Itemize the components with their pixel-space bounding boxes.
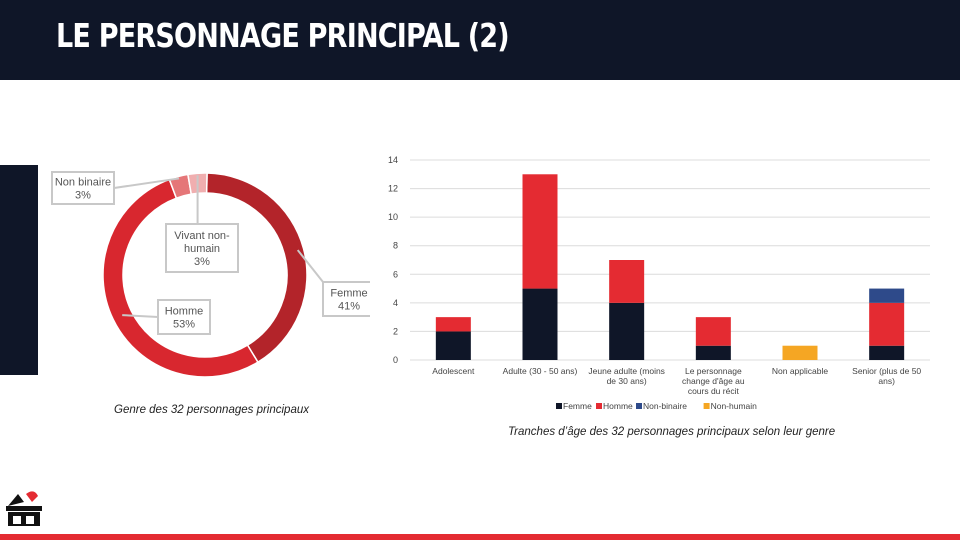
donut-label-homme: Homme 53% [122,299,211,335]
donut-label-non-binaire: Non binaire 3% [51,171,180,205]
y-tick-label: 8 [393,241,398,251]
donut-label-femme: Femme 41% [296,249,370,317]
legend-swatch [636,403,642,409]
bar-femme-5 [869,345,905,360]
bar-caption: Tranches d’âge des 32 personnages princi… [508,426,836,438]
gender-donut-chart: Femme 41% Homme 53% Non binaire 3% Vivant non-… [51,171,370,378]
footer-accent-line [0,534,960,540]
bar-femme-1 [522,288,558,360]
legend-label: Femme [563,401,592,411]
bar-femme-0 [435,331,471,360]
y-tick-label: 14 [388,155,398,165]
bar-femme-3 [695,345,731,360]
legend-swatch [596,403,602,409]
y-tick-label: 12 [388,184,398,194]
y-tick-label: 6 [393,269,398,279]
bar-homme-5 [869,302,905,346]
x-tick-label: Non applicable [772,366,829,376]
x-tick-label: Le personnage change d'âge au cours du réc… [682,366,745,396]
y-tick-label: 4 [393,298,398,308]
side-accent-bar [0,165,38,375]
legend-swatch [703,403,710,409]
bar-homme-0 [435,317,471,332]
x-tick-label: Jeune adulte (moins de 30 ans) [588,366,665,386]
y-tick-label: 10 [388,212,398,222]
y-tick-label: 0 [393,355,398,365]
x-tick-label: Adolescent [432,366,475,376]
legend-label: Non-humain [711,401,758,411]
y-tick-label: 2 [393,326,398,336]
legend-label: Non-binaire [643,401,687,411]
legend-label: Homme [603,401,633,411]
page-title: LE PERSONNAGE PRINCIPAL (2) [56,16,510,55]
donut-slice-homme [102,178,259,378]
donut-label-vivant-non-humain: Vivant non-humain 3% [165,175,239,273]
age-stacked-bar-chart: 0 2 4 6 8 10 12 14 Adolescent Adulte (30 - 50 ans… [388,155,930,411]
x-tick-label: Adulte (30 - 50 ans) [503,366,578,376]
bar-femme-2 [609,302,645,360]
theater-mask-box-icon [6,491,42,526]
bar-non-binaire-5 [869,288,905,303]
bar-homme-1 [522,174,558,289]
bar-non-humain-4 [782,345,818,360]
donut-caption: Genre des 32 personnages principaux [114,404,309,416]
x-tick-label: Senior (plus de 50 ans) [852,366,921,386]
bar-homme-3 [695,317,731,346]
bar-homme-2 [609,260,645,303]
legend: Femme Homme Non-binaire Non-humain [556,401,757,411]
header-bar [0,0,960,80]
legend-swatch [556,403,562,409]
